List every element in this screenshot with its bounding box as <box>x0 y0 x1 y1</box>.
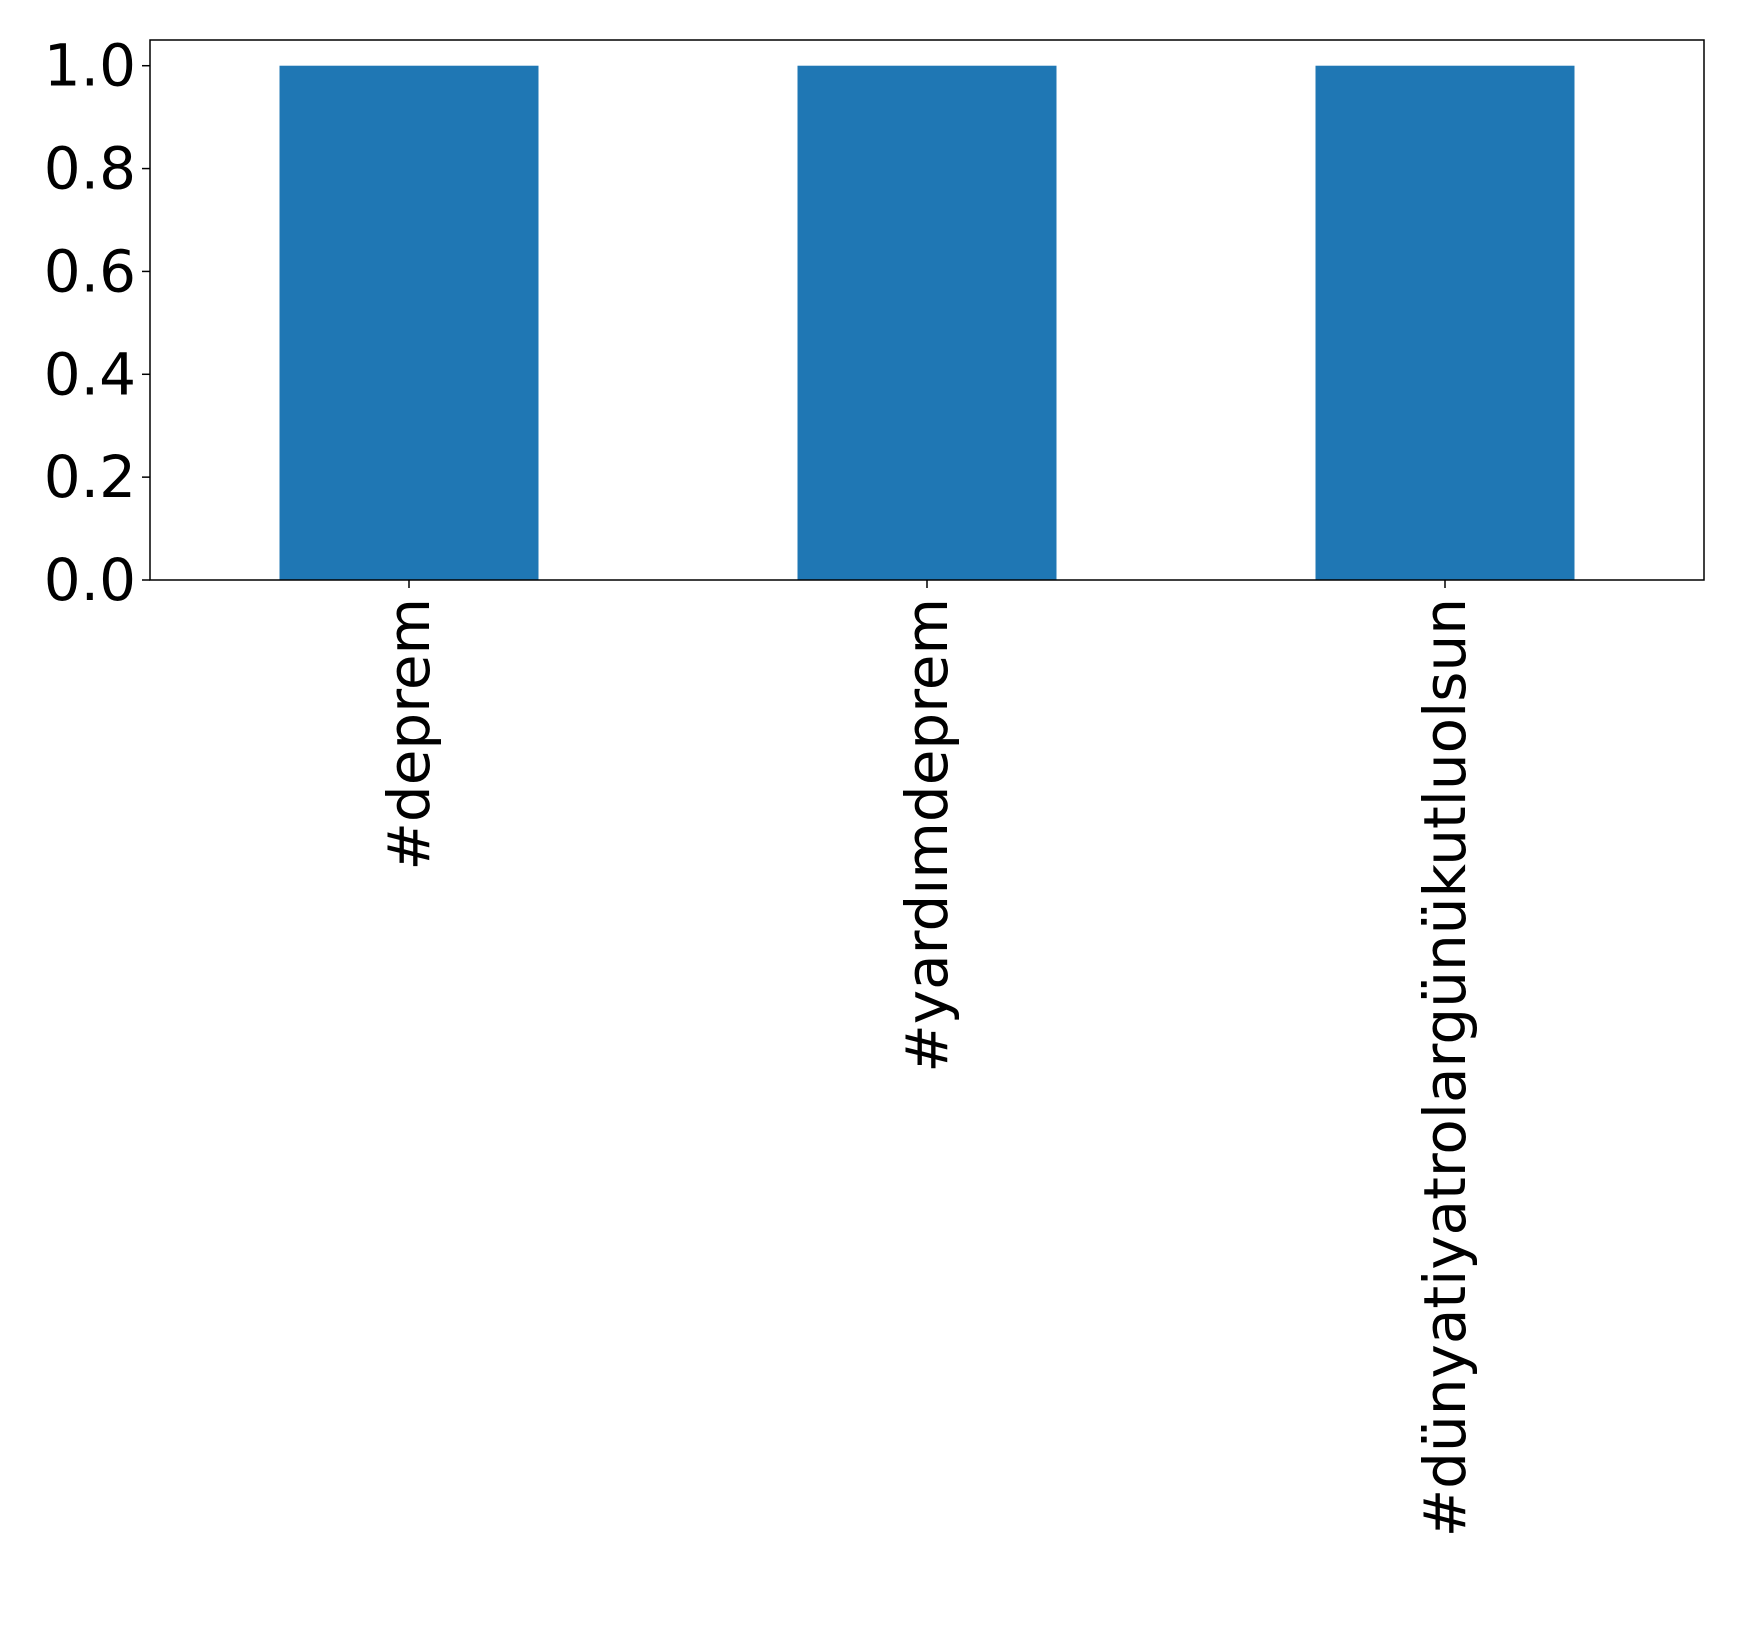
bar-2 <box>1315 65 1575 580</box>
x-axis: #deprem #yardımdeprem #dünyatiyatrolargünü… <box>375 580 1479 1537</box>
y-tick-label-1: 0.2 <box>44 443 136 511</box>
plot-frame <box>149 39 1705 581</box>
y-tick-label-4: 0.8 <box>44 135 136 203</box>
y-tick-label-0: 0.0 <box>44 546 136 614</box>
y-axis: 0.0 0.2 0.4 0.6 0.8 1.0 <box>44 32 150 614</box>
x-tick-label-0: #deprem <box>375 598 443 871</box>
x-tick-label-1: #yardımdeprem <box>893 598 961 1073</box>
x-tick-label-2: #dünyatiyatrolargünükutluolsun <box>1411 598 1479 1537</box>
bar-0 <box>279 65 539 580</box>
bar-1 <box>797 65 1057 580</box>
y-tick-label-5: 1.0 <box>44 32 136 100</box>
y-tick-label-3: 0.6 <box>44 237 136 305</box>
y-tick-label-2: 0.4 <box>44 340 136 408</box>
bars-group <box>279 65 1575 580</box>
